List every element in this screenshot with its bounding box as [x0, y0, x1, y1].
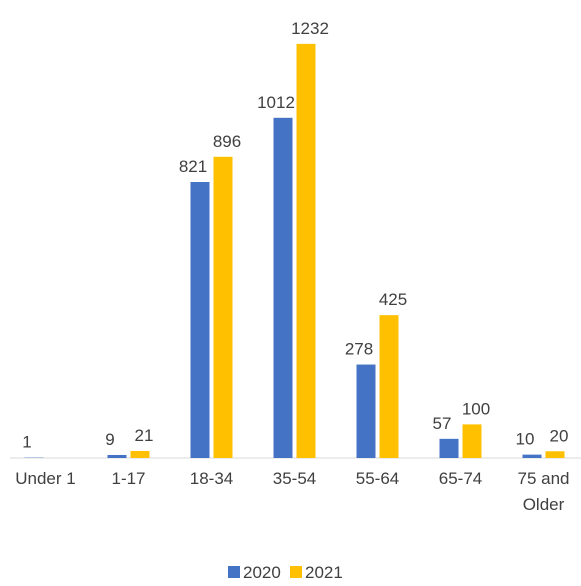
data-label: 100: [462, 399, 490, 418]
bar: [462, 424, 482, 458]
data-label: 425: [379, 290, 407, 309]
bar: [379, 315, 399, 458]
bar: [545, 451, 565, 458]
bar: [130, 450, 150, 458]
data-label: 278: [345, 340, 373, 359]
bar: [107, 454, 127, 458]
legend-swatch: [290, 566, 302, 578]
legend-swatch: [228, 566, 240, 578]
legend-label: 2021: [305, 563, 343, 582]
data-label: 10: [516, 430, 535, 449]
x-tick-label: Under 1: [15, 469, 76, 488]
bar: [296, 43, 316, 459]
data-label: 21: [135, 426, 154, 445]
bar: [522, 454, 542, 458]
data-label: 1232: [291, 19, 329, 38]
bar: [439, 438, 459, 458]
bar: [356, 364, 376, 458]
x-tick-label: 35-54: [272, 469, 317, 488]
data-label: 1012: [257, 93, 295, 112]
bar: [190, 182, 210, 458]
data-label: 57: [433, 414, 452, 433]
bar: [213, 156, 233, 458]
data-label: 821: [179, 157, 207, 176]
x-tick-label: 1-17: [111, 469, 146, 488]
data-label: 896: [213, 132, 241, 151]
data-label: 1: [22, 433, 31, 452]
x-tick-label: 65-74: [438, 469, 483, 488]
x-tick-label: 55-64: [355, 469, 400, 488]
x-tick-label: 18-34: [189, 469, 234, 488]
bar: [273, 117, 293, 458]
x-tick-label: 75 and Older: [517, 469, 570, 514]
legend-label: 2020: [243, 563, 281, 582]
data-label: 20: [550, 426, 569, 445]
data-label: 9: [105, 430, 114, 449]
